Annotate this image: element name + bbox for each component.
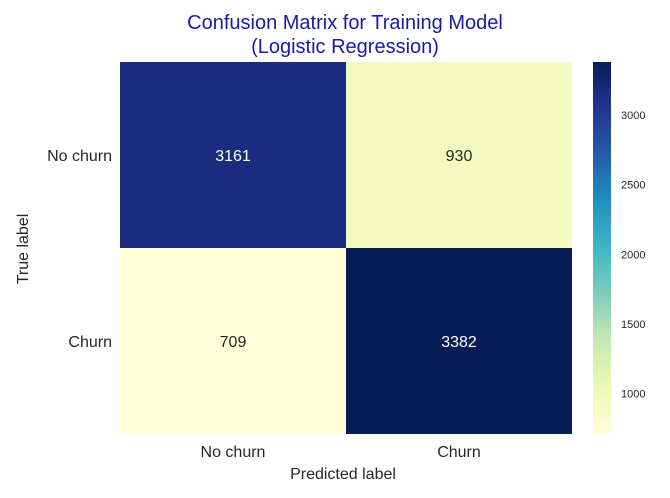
cell-annotation-r0-c1: 930 — [446, 148, 473, 165]
y-tick-label: Churn — [68, 334, 112, 351]
chart-title-line-1: Confusion Matrix for Training Model — [187, 12, 503, 34]
y-tick-label: No churn — [47, 148, 112, 165]
heatmap-cell-r1-c0 — [120, 248, 346, 434]
heatmap-cell-r0-c0 — [120, 62, 346, 248]
x-axis-label: Predicted label — [290, 466, 396, 483]
y-axis-label: True label — [15, 214, 32, 285]
colorbar — [593, 62, 611, 434]
colorbar-tick-label: 1500 — [621, 319, 645, 331]
x-tick-label: No churn — [201, 444, 266, 461]
y-tick-labels: No churn Churn — [47, 148, 112, 351]
colorbar-tick-label: 2500 — [621, 180, 645, 192]
heatmap-annotations: 3161 930 709 3382 — [215, 148, 477, 351]
x-tick-label: Churn — [437, 444, 481, 461]
x-tick-labels: No churn Churn — [201, 444, 481, 461]
colorbar-tick-label: 3000 — [621, 110, 645, 122]
chart-title-line-2: (Logistic Regression) — [251, 36, 439, 58]
cell-annotation-r0-c0: 3161 — [215, 148, 251, 165]
cell-annotation-r1-c1: 3382 — [441, 334, 477, 351]
heatmap-cells — [120, 62, 572, 434]
colorbar-tick-label: 2000 — [621, 249, 645, 261]
colorbar-tick-label: 1000 — [621, 389, 645, 401]
cell-annotation-r1-c0: 709 — [220, 334, 247, 351]
colorbar-ticks: 1000 1500 2000 2500 3000 — [621, 110, 645, 400]
heatmap-cell-r1-c1 — [346, 248, 572, 434]
heatmap-cell-r0-c1 — [346, 62, 572, 248]
